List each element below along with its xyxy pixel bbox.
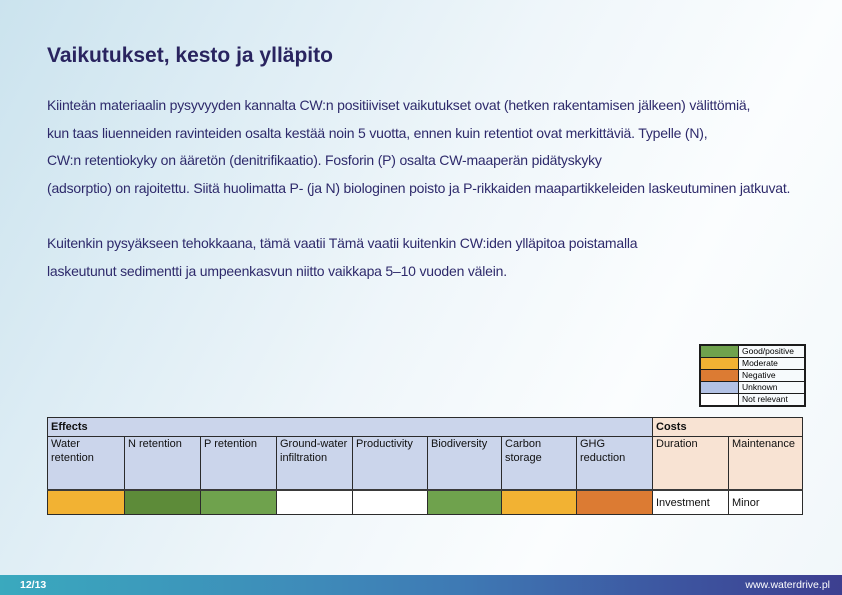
page-title: Vaikutukset, kesto ja ylläpito [47, 44, 333, 67]
body-paragraph-1: Kiinteän materiaalin pysyvyyden kannalta… [47, 92, 790, 202]
rating-cell-productivity [352, 489, 428, 515]
col-header-carbon-storage: Carbon storage [501, 436, 577, 491]
col-header-duration: Duration [652, 436, 729, 491]
col-header-ghg-reduction: GHG reduction [576, 436, 653, 491]
rating-cell-p-retention [200, 489, 277, 515]
rating-cell-n-retention [124, 489, 201, 515]
website-link: www.waterdrive.pl [745, 579, 830, 591]
legend-row: Not relevant [699, 393, 806, 407]
col-header-n-retention: N retention [124, 436, 201, 491]
body-text-line: (adsorptio) on rajoitettu. Siitä huolima… [47, 179, 791, 196]
legend-label: Good/positive [738, 344, 806, 358]
col-header-water-retention: Water retention [47, 436, 125, 491]
legend-swatch-moderate [699, 357, 739, 370]
legend-label: Unknown [738, 381, 806, 394]
table-group-header-row: Effects Costs [47, 417, 803, 437]
col-header-productivity: Productivity [352, 436, 428, 491]
table-value-row: Investment Minor [47, 489, 803, 515]
rating-cell-carbon-storage [501, 489, 577, 515]
maintenance-value-cell: Minor [728, 489, 803, 515]
legend-label: Negative [738, 369, 806, 382]
legend-swatch-not-relevant [699, 393, 739, 407]
legend-label: Not relevant [738, 393, 806, 407]
footer-bar: 12/13 www.waterdrive.pl [0, 575, 842, 595]
costs-group-header: Costs [652, 417, 803, 437]
legend-row: Unknown [699, 381, 806, 394]
col-header-p-retention: P retention [200, 436, 277, 491]
col-header-maintenance: Maintenance [728, 436, 803, 491]
legend-row: Moderate [699, 357, 806, 370]
body-paragraph-2: Kuitenkin pysyäkseen tehokkaana, tämä va… [47, 230, 638, 285]
body-text-line: CW:n retentiokyky on ääretön (denitrifik… [47, 152, 602, 169]
rating-legend: Good/positive Moderate Negative Unknown … [699, 344, 806, 407]
rating-cell-water-retention [47, 489, 125, 515]
effects-costs-table: Effects Costs Water retention N retentio… [47, 417, 803, 515]
body-text-line: Kiinteän materiaalin pysyvyyden kannalta… [47, 97, 751, 113]
legend-row: Good/positive [699, 344, 806, 358]
legend-label: Moderate [738, 357, 806, 370]
table-column-header-row: Water retention N retention P retention … [47, 436, 803, 491]
rating-cell-biodiversity [427, 489, 502, 515]
col-header-biodiversity: Biodiversity [427, 436, 502, 491]
legend-swatch-negative [699, 369, 739, 382]
page-number: 12/13 [20, 579, 47, 591]
rating-cell-groundwater-infiltration [276, 489, 353, 515]
legend-swatch-good [699, 344, 739, 358]
body-text-line: kun taas liuenneiden ravinteiden osalta … [47, 124, 708, 141]
legend-swatch-unknown [699, 381, 739, 394]
rating-cell-ghg-reduction [576, 489, 653, 515]
effects-group-header: Effects [47, 417, 653, 437]
body-text-line: Kuitenkin pysyäkseen tehokkaana, tämä va… [47, 235, 638, 251]
duration-value-cell: Investment [652, 489, 729, 515]
legend-row: Negative [699, 369, 806, 382]
body-text-line: laskeutunut sedimentti ja umpeenkasvun n… [47, 262, 507, 279]
col-header-groundwater-infiltration: Ground-water infiltration [276, 436, 353, 491]
